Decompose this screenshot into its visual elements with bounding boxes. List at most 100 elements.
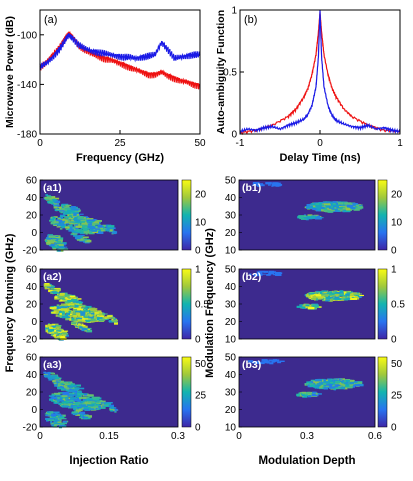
heatmap-cell — [64, 294, 72, 297]
x-tick-label: 0 — [236, 431, 242, 442]
heatmap-cell — [49, 219, 56, 222]
heatmap-cell — [67, 300, 72, 302]
heatmap-cell — [303, 395, 307, 398]
colorbar-tick-label: 0 — [195, 246, 201, 257]
heatmap-cell — [109, 229, 113, 232]
heatmap-cell — [341, 296, 346, 299]
y-tick-label: 20 — [26, 388, 38, 399]
heatmap-cell — [60, 218, 67, 221]
heatmap-cell — [98, 314, 102, 316]
heatmap-cell — [342, 207, 349, 210]
heatmap-cell — [325, 207, 332, 210]
heatmap-cell — [47, 234, 53, 236]
heatmap-cell — [76, 238, 84, 241]
heatmap-cell — [106, 227, 112, 230]
heatmap-cell — [45, 414, 51, 417]
heatmap-cell — [111, 321, 117, 323]
heatmap-cell — [91, 313, 96, 315]
heatmap-cell — [79, 229, 86, 232]
colorbar-tick-label: 20 — [391, 190, 403, 201]
heatmap-cell — [266, 274, 272, 276]
heatmap-cell — [67, 223, 72, 225]
heatmap-cell — [60, 383, 64, 385]
heatmap-cell — [75, 237, 81, 240]
heatmap-cell — [45, 329, 50, 332]
heatmap-cell — [334, 296, 339, 299]
y-axis-label-right: Modulation Frequency (GHz) — [204, 228, 216, 378]
panel-a: (a) 0 25 50 -100 -140 -180 Frequency (GHz) Micro… — [4, 9, 206, 164]
heatmap-cell — [329, 386, 335, 388]
colorbar-tick-label: 0 — [195, 335, 201, 346]
heatmap-cell — [63, 333, 67, 336]
heatmap-cell — [310, 203, 316, 206]
heatmap-cell — [61, 306, 65, 308]
heatmap-cell — [312, 208, 318, 211]
heatmap-background — [239, 180, 375, 250]
heatmap-cell — [343, 294, 348, 298]
heatmap-cell — [84, 239, 92, 243]
heatmap-cell — [52, 246, 58, 249]
heatmap-cell — [57, 420, 62, 424]
heatmap-cell — [91, 317, 98, 319]
heatmap-cell — [323, 387, 329, 390]
heatmap-cell — [349, 379, 355, 382]
heatmap-cell — [83, 216, 86, 219]
heatmap-cell — [89, 314, 93, 317]
heatmap-cell — [82, 413, 86, 416]
heatmap-cell — [330, 382, 335, 385]
heatmap-cell — [339, 290, 344, 293]
heatmap-cell — [84, 330, 87, 332]
heatmap-cell — [337, 202, 344, 205]
heatmap-cell — [47, 332, 50, 334]
heatmap-cell — [44, 372, 50, 375]
heatmap-cell — [80, 313, 85, 316]
heatmap-cell — [79, 397, 86, 399]
heatmap-cell — [305, 304, 310, 307]
heatmap-cell — [78, 306, 82, 308]
heatmap-cell — [341, 386, 344, 389]
heatmap-cell — [257, 184, 261, 187]
heatmap-cell — [323, 379, 326, 382]
heatmap-cell — [106, 315, 113, 317]
heatmap-cell — [109, 408, 112, 410]
heatmap-cell — [316, 290, 319, 293]
heatmap-cell — [51, 291, 57, 293]
heatmap-cell — [59, 403, 64, 407]
heatmap-cell — [303, 215, 307, 218]
heatmap-cell — [96, 318, 100, 321]
heatmap-cell — [83, 396, 90, 399]
heatmap-cell — [53, 309, 59, 312]
heatmap-cell — [78, 391, 82, 393]
heatmap-cell — [57, 295, 64, 299]
heatmap-panel-a2: (a2) 1 0.5 0 60 40 20 0 -20 — [23, 265, 210, 346]
heatmap-cell — [346, 379, 351, 382]
heatmap-cell — [59, 304, 67, 307]
heatmap-cell — [53, 411, 60, 413]
heatmap-cell — [69, 207, 77, 210]
heatmap-cell — [53, 423, 61, 425]
heatmap-cell — [272, 182, 279, 185]
colorbar-tick-label: 50 — [195, 359, 207, 370]
colorbar-tick-label: 25 — [195, 391, 207, 402]
y-tick-label: 40 — [225, 370, 237, 381]
heatmap-cell — [58, 380, 61, 382]
heatmap-cell — [88, 222, 92, 224]
heatmap-cell — [251, 184, 257, 186]
heatmap-cell — [75, 317, 83, 320]
heatmap-cell — [67, 303, 75, 306]
heatmap-cell — [51, 289, 57, 291]
heatmap-cell — [320, 386, 326, 389]
y-tick-label: 30 — [225, 300, 237, 311]
heatmap-cell — [69, 215, 72, 217]
heatmap-cell — [67, 209, 73, 212]
heatmap-cell — [47, 324, 53, 326]
y-tick-label: 20 — [26, 300, 38, 311]
heatmap-cell — [48, 374, 51, 376]
heatmap-cell — [95, 227, 102, 230]
heatmap-cell — [311, 217, 317, 219]
heatmap-cell — [111, 320, 118, 322]
heatmap-cell — [57, 384, 63, 386]
heatmap-cell — [75, 227, 78, 230]
heatmap-cell — [81, 325, 88, 328]
heatmap-cell — [56, 243, 60, 246]
